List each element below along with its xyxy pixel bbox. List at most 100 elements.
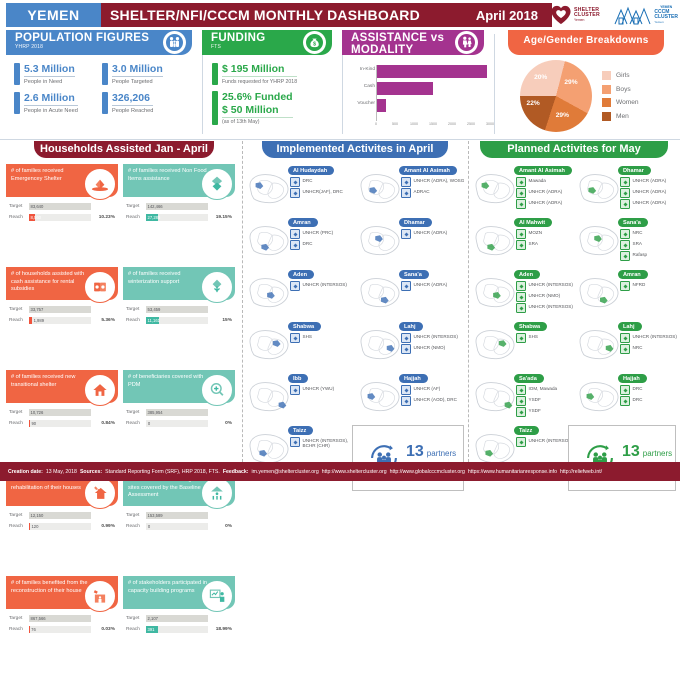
governorate-card[interactable]: Dhamar UNHCR (ADRA) UNHCR (ADRA) UNHCR (ADR…	[574, 165, 678, 217]
legend-label: Boys	[616, 85, 631, 93]
dashboard-page: YEMEN SHELTER/NFI/CCCM MONTHLY DASHBOARD…	[0, 3, 680, 633]
activity-type-icon	[401, 281, 411, 291]
assistance-panel-header: ASSISTANCE vs MODALITY # HHS	[342, 30, 484, 62]
governorate-card[interactable]: Lahj UNHCR (INTERSOS) UNHCR (NMO)	[355, 321, 466, 373]
governorate-name: Dhamar	[618, 166, 651, 176]
yemen-map-icon	[475, 330, 515, 360]
pie-chart: 29% 29% 22% 20%	[520, 60, 592, 132]
reach-value: 1,989	[33, 317, 45, 323]
organisation-row: UNHCR (AF)	[401, 385, 466, 395]
reach-row: Reach 1,989 5.36%	[9, 317, 115, 324]
stat-people-targeted: 3.0 Million People Targeted	[102, 63, 190, 86]
governorate-list-implemented: Al Hudaydah DRC UNHCR(JAF), DRC Amant Al As…	[244, 165, 466, 477]
target-value: 83,640	[30, 203, 44, 209]
axis-tick: 1500	[429, 122, 437, 126]
indicator-metrics: Target 867,566 Reach 76 0.03%	[6, 609, 118, 633]
indicator-card: # of beneficiaries residing in sites cov…	[123, 473, 235, 571]
organisation-row: NRC	[620, 229, 678, 239]
target-label: Target	[9, 616, 23, 621]
country-label: YEMEN	[6, 3, 101, 27]
population-panel-header: POPULATION FIGURES YHRP 2018	[6, 30, 192, 55]
target-track: 153,589	[146, 512, 208, 519]
governorate-card[interactable]: Sa'ada IOM, Mawada YSDF YSDF	[470, 373, 574, 425]
axis-tick: 0	[375, 122, 377, 126]
population-stat-grid: 5.3 Million People in Need 3.0 Million P…	[6, 55, 202, 121]
site-baseline-icon	[201, 477, 233, 509]
family-icon	[163, 31, 186, 54]
organisation-list: NFRD	[620, 281, 678, 292]
organisation-list: UNHCR (ADRA)	[401, 229, 466, 240]
governorate-card[interactable]: Amant Al Asimah Mawada UNHCR (ADRA) UNHCR (…	[470, 165, 574, 217]
organisation-row: UNHCR (ADRA)	[516, 188, 574, 199]
activity-type-icon	[516, 385, 526, 395]
reach-value: 391	[147, 626, 155, 632]
governorate-card[interactable]: Sana'a UNHCR (ADRA)	[355, 269, 466, 321]
activity-type-icon	[516, 396, 526, 407]
target-label: Target	[126, 513, 140, 518]
footer-link-3[interactable]: https://www.humanitarianresponse.info	[467, 468, 557, 475]
reach-fill	[29, 214, 36, 221]
yemen-map-icon	[360, 278, 400, 308]
governorate-card[interactable]: Lahj UNHCR (INTERSOS) NRC	[574, 321, 678, 373]
governorate-card[interactable]: Aden UNHCR (INTERSOS)	[244, 269, 355, 321]
governorate-card[interactable]: Shabwa SHS	[470, 321, 574, 373]
target-track: 10,726	[29, 409, 91, 416]
reach-value: 90	[31, 420, 37, 426]
governorate-card[interactable]: Amant Al Asimah UNHCR (ADRA), WOSG ADRAC	[355, 165, 466, 217]
legend-item: Girls	[602, 71, 639, 81]
governorate-card[interactable]: Dhamar UNHCR (ADRA)	[355, 217, 466, 269]
governorate-name: Sana'a	[618, 218, 648, 228]
organisation-row: NRC	[620, 344, 678, 355]
governorate-card[interactable]: Sana'a NRC SRA Rafasp	[574, 217, 678, 269]
reach-track: 90	[29, 420, 91, 427]
activity-type-icon	[620, 344, 630, 355]
organisation-name: DRC	[302, 177, 313, 183]
activity-type-icon	[516, 281, 526, 291]
reconstruction-icon	[84, 580, 116, 612]
activity-type-icon	[620, 177, 630, 187]
organisation-list: UNHCR (ADRA) UNHCR (ADRA) UNHCR (ADRA)	[620, 177, 678, 211]
stat-tick	[212, 90, 218, 126]
governorate-card[interactable]: Aden UNHCR (INTERSOS) UNHCR (NMO) UNHCR (IN…	[470, 269, 574, 321]
governorate-card[interactable]: Ibb UNHCR (YWU)	[244, 373, 355, 425]
governorate-card[interactable]: Al Hudaydah DRC UNHCR(JAF), DRC	[244, 165, 355, 217]
footer-link-2[interactable]: http://www.globalcccmcluster.org	[389, 468, 465, 475]
activity-type-icon	[620, 396, 630, 407]
governorate-card[interactable]: Hajjah DRC DRC	[574, 373, 678, 425]
governorate-card[interactable]: Amran UNHCR (PRC) DRC	[244, 217, 355, 269]
reach-track: 391	[146, 626, 208, 633]
organisation-name: UNHCR (PRC)	[302, 229, 334, 235]
target-label: Target	[9, 307, 23, 312]
axis-tick: 2500	[467, 122, 475, 126]
legend-label: Women	[616, 99, 639, 107]
pie-slice-label: 20%	[534, 74, 548, 82]
activity-type-icon	[516, 240, 526, 251]
assistance-x-axis: 0 500 1000 1500 2000 2500 3000	[375, 121, 494, 131]
footer-feedback-email[interactable]: im.yemen@sheltercluster.org	[251, 468, 319, 475]
governorate-card[interactable]: Taizz UNHCR (INTERSOS), BCHR (CHR)	[244, 425, 355, 477]
governorate-card[interactable]: Al Mahwit MOZN SRA	[470, 217, 574, 269]
governorate-card[interactable]: Taizz UNHCR (INTERSOS)	[470, 425, 574, 477]
governorate-card[interactable]: Hajjah UNHCR (AF) UNHCR (AOD), DRC	[355, 373, 466, 425]
yemen-map-icon	[579, 278, 619, 308]
organisation-list: UNHCR (YWU)	[290, 385, 355, 396]
governorate-card[interactable]: Amran NFRD	[574, 269, 678, 321]
footer-link-1[interactable]: http://www.sheltercluster.org	[321, 468, 387, 475]
implemented-activities-column: Implemented Activites in April Al Hudayd…	[244, 141, 466, 491]
implemented-banner: Implemented Activites in April	[262, 141, 448, 158]
organisation-name: UNHCR (INTERSOS)	[528, 281, 573, 287]
organisation-name: UNHCR (ADRA)	[413, 229, 448, 235]
activity-type-icon	[516, 229, 526, 239]
reach-fill	[29, 420, 31, 427]
organisation-name: UNHCR (INTERSOS)	[302, 281, 347, 287]
target-value: 53,459	[147, 306, 161, 312]
target-track: 142,466	[146, 203, 208, 210]
indicator-metrics: Target 12,150 Reach 120 0.99%	[6, 506, 118, 530]
organisation-row: UNHCR (AOD), DRC	[401, 396, 466, 407]
activity-type-icon	[290, 229, 300, 239]
organisation-name: UNHCR (INTERSOS), BCHR (CHR)	[302, 437, 349, 448]
activity-type-icon	[401, 229, 411, 239]
footer-link-4[interactable]: http://reliefweb.int/	[559, 468, 603, 475]
governorate-card[interactable]: Shabwa SHS	[244, 321, 355, 373]
activity-type-icon	[290, 240, 300, 251]
